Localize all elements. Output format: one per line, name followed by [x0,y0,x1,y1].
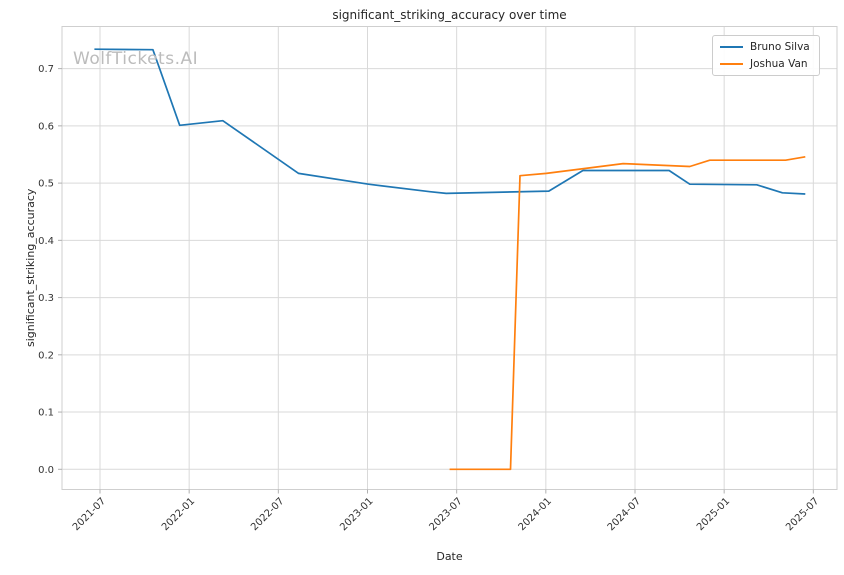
x-tick-label: 2023-01 [338,496,375,533]
legend-line-swatch [720,46,743,48]
y-tick-label: 0.2 [38,350,54,361]
x-tick-label: 2024-01 [517,496,554,533]
x-tick-label: 2024-07 [606,496,643,533]
y-tick-label: 0.3 [38,293,54,304]
x-axis-label: Date [436,550,463,563]
legend-item-bruno-silva: Bruno Silva [720,41,810,53]
y-axis-label: significant_striking_accuracy [24,188,37,347]
legend-label: Bruno Silva [750,41,810,53]
x-tick-label: 2022-07 [249,496,286,533]
legend-item-joshua-van: Joshua Van [720,58,810,70]
x-tick-label: 2023-07 [427,496,464,533]
x-tick-label: 2025-01 [695,496,732,533]
legend: Bruno Silva Joshua Van [712,35,820,76]
y-tick-label: 0.6 [38,121,54,132]
y-tick-label: 0.7 [38,64,54,75]
x-tick-label: 2021-07 [71,496,108,533]
y-tick-label: 0.5 [38,179,54,190]
line-bruno-silva [94,48,806,195]
chart-title: significant_striking_accuracy over time [332,8,567,22]
y-tick-label: 0.4 [38,236,54,247]
watermark: WolfTickets.AI [73,49,199,69]
y-tick-label: 0.1 [38,408,54,419]
y-tick-label: 0.0 [38,465,54,476]
legend-label: Joshua Van [750,58,808,70]
x-tick-label: 2022-01 [160,496,197,533]
line-joshua-van [449,155,806,471]
x-tick-label: 2025-07 [784,496,821,533]
plot-border [61,26,838,490]
legend-line-swatch [720,63,743,65]
